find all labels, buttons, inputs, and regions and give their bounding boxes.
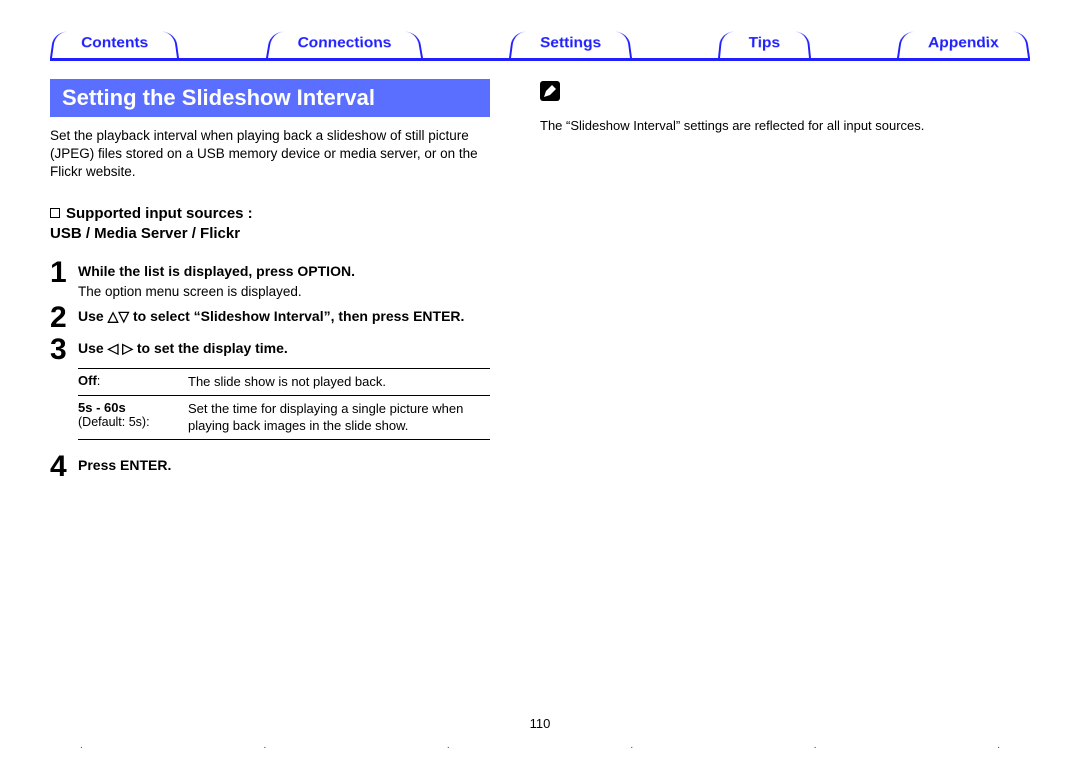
option-key: Off [78, 373, 97, 388]
step-number: 2 [50, 303, 78, 333]
square-bullet-icon [50, 208, 60, 218]
step-title: Press ENTER. [78, 456, 490, 475]
step-title: While the list is displayed, press OPTIO… [78, 262, 490, 281]
step-number: 3 [50, 335, 78, 365]
options-table: Off: The slide show is not played back. … [78, 368, 490, 440]
step-1: 1 While the list is displayed, press OPT… [50, 262, 490, 301]
step-number: 1 [50, 258, 78, 288]
step-3: 3 Use ◁ ▷ to set the display time. Off: … [50, 339, 490, 440]
option-key-sub: (Default: 5s): [78, 415, 188, 429]
tab-settings[interactable]: Settings [509, 32, 632, 58]
footer-dots: . . . . . . [80, 740, 1000, 751]
step-title: Use △▽ to select “Slideshow Interval”, t… [78, 307, 490, 326]
footer-dot: . [630, 740, 633, 751]
tab-appendix[interactable]: Appendix [897, 32, 1030, 58]
page-number: 110 [0, 716, 1080, 731]
footer-dot: . [80, 740, 83, 751]
footer-dot: . [447, 740, 450, 751]
intro-text: Set the playback interval when playing b… [50, 127, 490, 182]
step-4: 4 Press ENTER. [50, 456, 490, 482]
option-key: 5s - 60s [78, 400, 188, 415]
option-value: The slide show is not played back. [188, 373, 490, 391]
sub-heading-line2: USB / Media Server / Flickr [50, 225, 240, 242]
option-value: Set the time for displaying a single pic… [188, 400, 490, 435]
tab-tips[interactable]: Tips [718, 32, 811, 58]
table-row: Off: The slide show is not played back. [78, 369, 490, 395]
table-row: 5s - 60s (Default: 5s): Set the time for… [78, 395, 490, 439]
page-heading: Setting the Slideshow Interval [50, 79, 490, 117]
pencil-note-icon [540, 81, 560, 101]
step-number: 4 [50, 452, 78, 482]
steps-list: 1 While the list is displayed, press OPT… [50, 262, 490, 482]
top-nav-tabs: Contents Connections Settings Tips Appen… [50, 30, 1030, 61]
sub-heading: Supported input sources : USB / Media Se… [50, 204, 490, 245]
sub-heading-line1: Supported input sources : [66, 205, 253, 222]
footer-dot: . [997, 740, 1000, 751]
note-text: The “Slideshow Interval” settings are re… [540, 117, 1030, 135]
footer-dot: . [814, 740, 817, 751]
footer-dot: . [263, 740, 266, 751]
step-desc: The option menu screen is displayed. [78, 283, 490, 301]
tab-connections[interactable]: Connections [266, 32, 423, 58]
step-title: Use ◁ ▷ to set the display time. [78, 339, 490, 358]
step-2: 2 Use △▽ to select “Slideshow Interval”,… [50, 307, 490, 333]
tab-contents[interactable]: Contents [50, 32, 179, 58]
